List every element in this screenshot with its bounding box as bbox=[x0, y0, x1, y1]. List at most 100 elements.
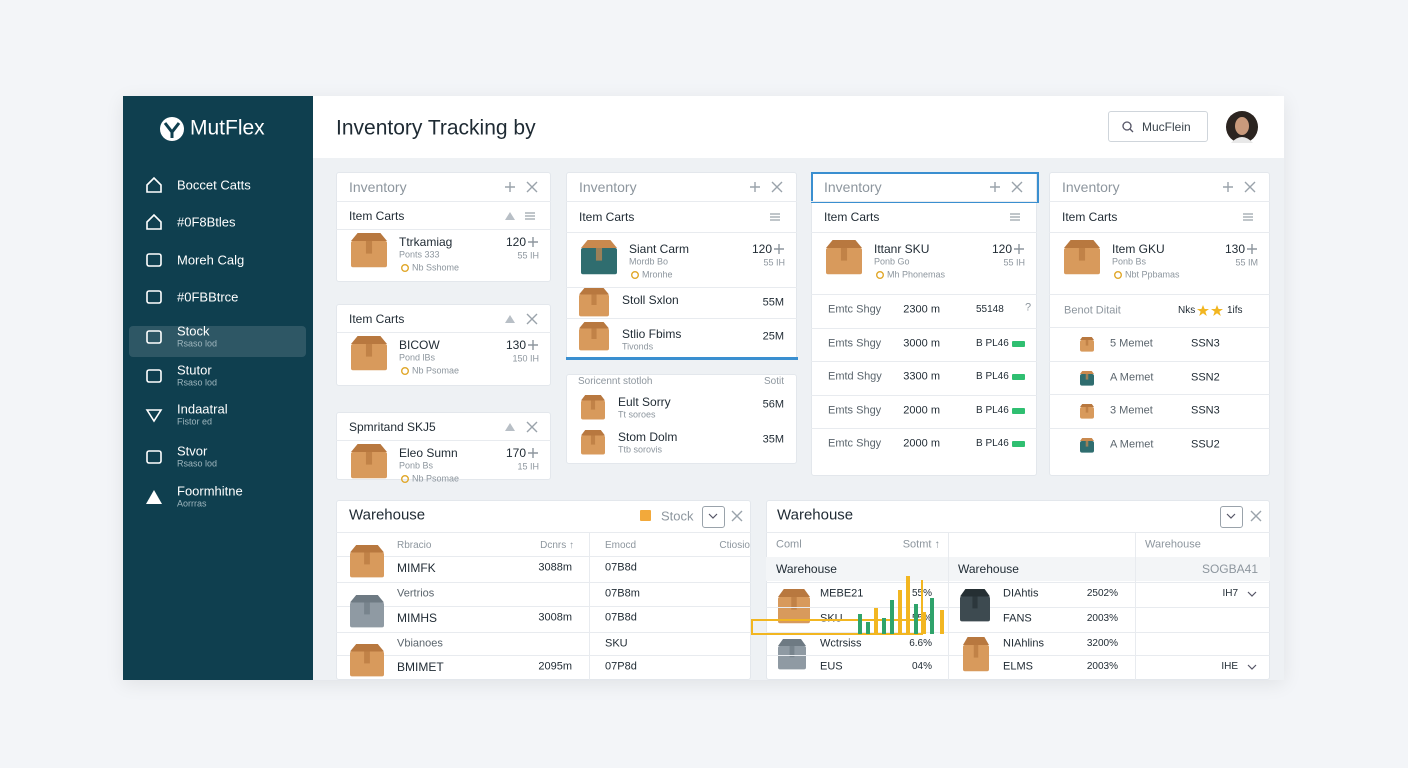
detail-meta: 1ifs bbox=[1227, 305, 1243, 316]
panel-title: Inventory bbox=[1062, 179, 1120, 195]
item-name: Siant Carm bbox=[629, 242, 690, 256]
item-unit: 15 IH bbox=[517, 461, 539, 472]
plus-icon bbox=[1014, 244, 1024, 254]
divider bbox=[1049, 327, 1270, 328]
nav-icon bbox=[146, 369, 162, 383]
column-header: Dcnrs ↑ bbox=[540, 540, 574, 551]
row-pct: 2502% bbox=[1086, 588, 1118, 599]
box-icon bbox=[581, 430, 605, 455]
plus-icon bbox=[774, 244, 784, 254]
panel-subtitle: Item Carts bbox=[349, 209, 405, 223]
menu-icon bbox=[525, 212, 535, 220]
status-dot bbox=[876, 271, 884, 279]
row-label: Emts Shgy bbox=[828, 337, 882, 349]
box-icon bbox=[351, 233, 387, 268]
nav-icon bbox=[146, 330, 162, 344]
row-name: Vbianoes bbox=[397, 637, 443, 650]
item-value: 25M bbox=[762, 330, 784, 343]
close-icon bbox=[1250, 510, 1262, 522]
box-icon bbox=[1080, 438, 1094, 453]
chevron-icon bbox=[708, 513, 718, 519]
panel-subtitle: Spmritand SKJ5 bbox=[349, 420, 436, 434]
row-label: 3 Memet bbox=[1110, 404, 1153, 417]
subheader: SOGBA41 bbox=[1201, 562, 1258, 576]
divider bbox=[566, 232, 797, 233]
row-name: SKU bbox=[820, 612, 843, 625]
row-code: 07B8d bbox=[605, 561, 637, 574]
item-value: 55M bbox=[762, 296, 784, 309]
item-unit: 55 IH bbox=[763, 257, 785, 268]
nav-label: Stutor bbox=[177, 362, 212, 378]
chevron-icon bbox=[1247, 591, 1257, 597]
row-code: 55148 bbox=[976, 304, 1004, 315]
column-header: Sotmt ↑ bbox=[902, 538, 940, 551]
row-name: DIAhtis bbox=[1003, 587, 1039, 600]
row-label: Emtd Shgy bbox=[828, 370, 882, 383]
close-icon bbox=[526, 181, 538, 193]
box-icon bbox=[579, 322, 609, 351]
item-qty: 170 bbox=[505, 446, 526, 460]
row-name: NIAhlins bbox=[1003, 637, 1044, 650]
divider bbox=[566, 201, 797, 202]
panel-subtitle: Item Carts bbox=[579, 210, 635, 224]
box-icon bbox=[960, 589, 990, 622]
row-name: FANS bbox=[1003, 612, 1032, 625]
item-qty: 130 bbox=[505, 338, 526, 352]
nav-sub: Rsaso lod bbox=[177, 377, 218, 388]
box-icon bbox=[963, 637, 989, 672]
status-dot bbox=[631, 271, 639, 279]
item-meta: Tt soroes bbox=[618, 409, 656, 420]
row-pct: 2003% bbox=[1086, 613, 1118, 624]
divider bbox=[766, 655, 1270, 656]
status-dot bbox=[401, 264, 409, 272]
row-name: ELMS bbox=[1003, 660, 1033, 673]
close-icon bbox=[1244, 181, 1256, 193]
box-icon bbox=[778, 639, 806, 670]
row-code: B PL46 bbox=[976, 404, 1009, 416]
card bbox=[766, 500, 1270, 680]
nav-label: Indaatral bbox=[177, 401, 228, 417]
divider bbox=[1049, 201, 1270, 202]
item-name: Stom Dolm bbox=[618, 430, 678, 444]
row-code: SKU bbox=[605, 637, 628, 650]
row-label: 5 Memet bbox=[1110, 337, 1153, 350]
divider bbox=[336, 332, 551, 333]
row-name: MIMFK bbox=[397, 561, 436, 575]
chevron-icon bbox=[1226, 513, 1236, 519]
item-name: Eult Sorry bbox=[618, 395, 671, 409]
row-value: 3300 m bbox=[903, 370, 940, 383]
item-meta: Ponb Bs bbox=[399, 460, 434, 471]
divider bbox=[811, 361, 1037, 362]
status-dot bbox=[1114, 271, 1122, 279]
divider bbox=[766, 582, 1270, 583]
divider bbox=[336, 229, 551, 230]
panel-meta: Sotit bbox=[763, 376, 784, 387]
row-name: BMIMET bbox=[397, 660, 444, 674]
row-pct: 3200% bbox=[1086, 638, 1118, 649]
divider bbox=[811, 394, 1037, 396]
search-icon bbox=[1122, 121, 1134, 133]
item-value: 35M bbox=[762, 433, 784, 446]
divider bbox=[811, 428, 1037, 429]
status-dot bbox=[401, 367, 409, 375]
row-qty: 3088m bbox=[538, 561, 572, 574]
row-tag: IH7 bbox=[1222, 588, 1238, 599]
active-underline bbox=[566, 357, 798, 360]
row-qty: 3008m bbox=[538, 611, 572, 624]
box-icon bbox=[579, 288, 609, 317]
divider bbox=[1049, 360, 1270, 362]
nav-icon bbox=[145, 409, 163, 423]
item-qty: 120 bbox=[505, 235, 526, 249]
item-meta: Nb Psomae bbox=[412, 473, 460, 484]
row-label: Emtc Shgy bbox=[828, 437, 882, 450]
item-name: BICOW bbox=[399, 338, 440, 352]
plus-icon bbox=[505, 182, 515, 192]
close-icon bbox=[1011, 181, 1023, 193]
item-meta: Pond lBs bbox=[399, 352, 436, 363]
divider bbox=[336, 556, 751, 557]
rating-stars bbox=[1197, 305, 1223, 316]
panel-subtitle: Item Carts bbox=[824, 210, 880, 224]
row-code: B PL46 bbox=[976, 371, 1009, 382]
item-meta: Nb Psomae bbox=[412, 365, 460, 376]
